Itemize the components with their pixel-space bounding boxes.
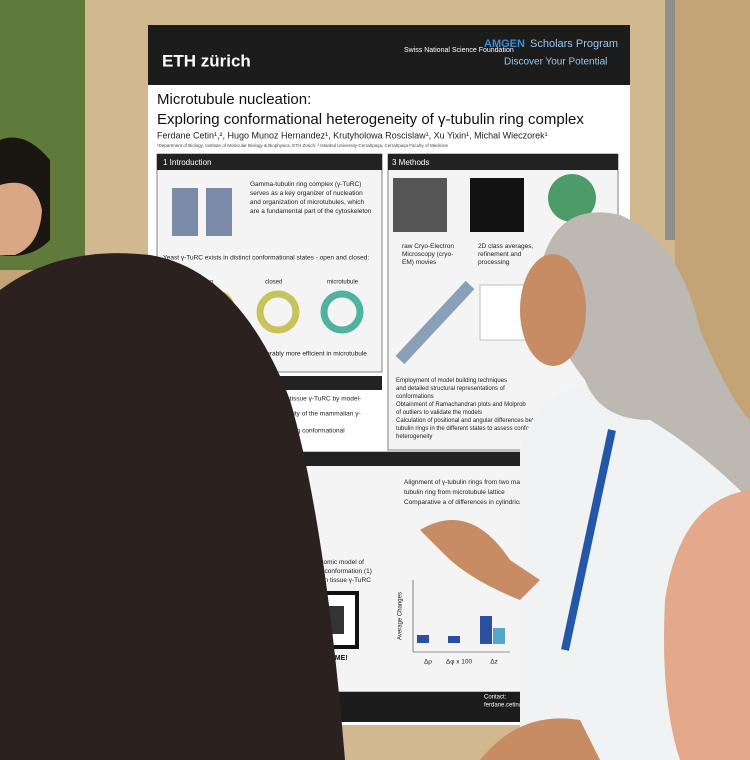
model-caption: Pseudoatomic model of dominant conformati… bbox=[296, 559, 372, 584]
state-label: closed bbox=[265, 280, 282, 286]
chart-decor bbox=[480, 616, 492, 644]
chart-decor bbox=[493, 628, 505, 644]
speaker-face bbox=[520, 254, 586, 366]
title-line: Microtubule nucleation: bbox=[157, 91, 311, 108]
text-line: processing bbox=[478, 259, 510, 266]
intro-note: ation is considerably more efficient in … bbox=[225, 351, 367, 358]
text-line: and detailed structural representations … bbox=[396, 386, 505, 392]
text-line: raw Cryo-Electron bbox=[402, 243, 454, 250]
affiliation: ¹Department of Biology, Institute of Mol… bbox=[157, 143, 449, 148]
speaker-hijab bbox=[540, 212, 750, 500]
text-line: Microscopy (cryo- bbox=[402, 251, 453, 258]
text-line: dominant conformation (1) bbox=[296, 568, 372, 575]
contact-label: Contact: bbox=[484, 695, 507, 701]
authors: Ferdane Cetin¹,², Hugo Munoz Hernandez¹,… bbox=[157, 130, 548, 140]
section-heading: 3 Methods bbox=[392, 158, 429, 167]
cryo-image bbox=[393, 178, 447, 232]
text-line: Calculation of positional and angular di… bbox=[396, 418, 542, 424]
speaker-hand bbox=[420, 520, 540, 600]
ring-microtubule bbox=[320, 290, 364, 334]
text-line: Pseudoatomic model of bbox=[296, 559, 364, 566]
person-left-face bbox=[0, 182, 42, 255]
snsf-logo: Swiss National Science Foundation bbox=[404, 47, 514, 54]
text-line: refinement and bbox=[478, 251, 522, 258]
section-bar bbox=[388, 154, 618, 170]
method-bullets: Employment of model building techniques a… bbox=[396, 378, 546, 440]
section-bar bbox=[240, 452, 570, 466]
text-line: tubulin ring from microtubule lattice bbox=[404, 489, 505, 496]
section-bar bbox=[157, 154, 382, 170]
chart-decor bbox=[448, 636, 460, 643]
board-post bbox=[665, 0, 675, 240]
text-line: Employment of model building techniques bbox=[396, 378, 507, 384]
text-line: of outliers to validate the models bbox=[396, 410, 482, 416]
complex-icon bbox=[206, 188, 232, 236]
chart-category: Δρ bbox=[424, 659, 432, 666]
ring-closed bbox=[256, 290, 300, 334]
chart-category: Δφ x 100 bbox=[446, 659, 473, 666]
text-line: serves as a key organizer of nucleation bbox=[250, 190, 363, 197]
poster-header bbox=[148, 25, 630, 85]
text-line: and organization of microtubules, which bbox=[250, 199, 365, 206]
text-line: Comparative a of differences in cylindri… bbox=[404, 499, 525, 506]
chart-axis-label: Average Changes bbox=[398, 592, 404, 640]
chart-category: Δz bbox=[490, 659, 498, 666]
foreground-hair bbox=[0, 253, 345, 760]
text-line: Gamma-tubulin ring complex (γ-TuRC) bbox=[250, 181, 361, 188]
intro-text: Gamma-tubulin ring complex (γ-TuRC) serve… bbox=[250, 181, 372, 215]
aim-text: rmational heterogeneity of the mammalian… bbox=[232, 411, 361, 418]
method-step: raw Cryo-Electron Microscopy (cryo-EM) mo… bbox=[402, 243, 454, 266]
complex-icon bbox=[172, 188, 198, 236]
person-right bbox=[664, 490, 750, 760]
speaker-hand bbox=[480, 718, 600, 760]
tagline: Discover Your Potential bbox=[504, 57, 607, 68]
aim-text: ure of porcine brain tissue γ-TuRC by mo… bbox=[232, 396, 361, 403]
state-label: microtubule bbox=[327, 280, 359, 286]
alignment-text: Alignment of γ-tubulin rings from two ma… bbox=[404, 479, 550, 506]
model-image bbox=[395, 280, 475, 365]
lanyard bbox=[561, 429, 616, 651]
text-line: tubulin rings in the different states to… bbox=[396, 426, 546, 432]
density-map bbox=[548, 174, 596, 222]
text-line: heterogeneity bbox=[396, 434, 432, 440]
text-line: 2D class averages, bbox=[478, 243, 533, 250]
text-line: EM) movies bbox=[402, 259, 437, 266]
text-line: Alignment of γ-tubulin rings from two ma… bbox=[404, 479, 550, 486]
text-line: are a fundamental part of the cytoskelet… bbox=[250, 208, 372, 215]
eth-logo: ETH zürich bbox=[162, 51, 251, 70]
states-text: Yeast γ-TuRC exists in distinct conforma… bbox=[163, 255, 369, 262]
scholars-program: Scholars Program bbox=[530, 38, 618, 50]
contact-email: ferdane.cetin@uzh.ch bbox=[484, 703, 542, 709]
text-line: conformations bbox=[396, 394, 434, 400]
text-line: Obtainment of Ramachandran plots and Mol… bbox=[396, 402, 526, 408]
section-heading: 1 Introduction bbox=[163, 158, 211, 167]
text-line: of pig brain tissue γ-TuRC bbox=[296, 577, 371, 584]
chart-decor bbox=[417, 635, 429, 643]
amgen: AMGEN bbox=[484, 38, 525, 50]
title-line: Exploring conformational heterogeneity o… bbox=[157, 111, 584, 128]
method-step: 2D class averages, refinement and processi… bbox=[478, 243, 533, 266]
class-averages bbox=[470, 178, 524, 232]
